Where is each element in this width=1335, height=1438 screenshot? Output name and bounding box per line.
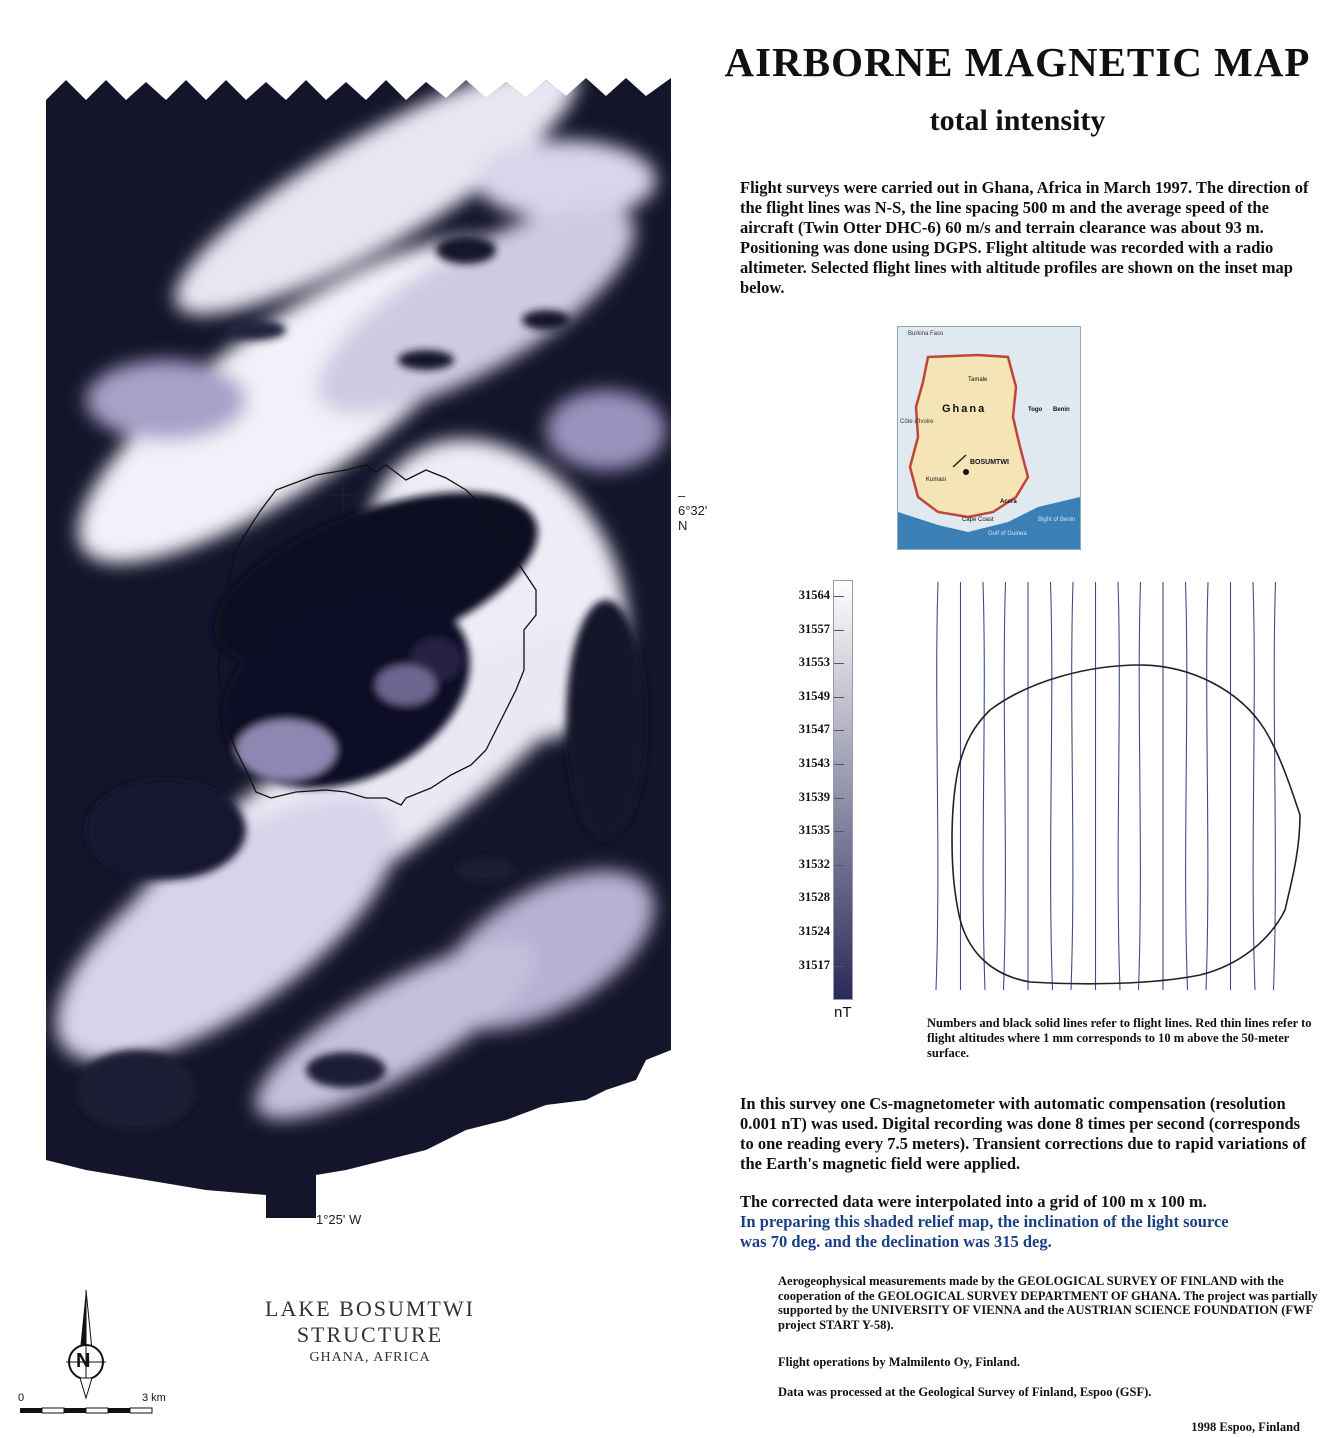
flight-lines-map [935, 581, 1301, 991]
scale-tick [834, 596, 844, 597]
scale-value-label: 31532 [798, 856, 830, 871]
scale-value-label: 31517 [798, 957, 830, 972]
flight-line [1070, 581, 1074, 991]
scale-end: 3 km [142, 1392, 166, 1404]
inset-place-capecoast: Cape Coast [962, 517, 994, 523]
grid-line-2: In preparing this shaded relief map, the… [740, 1212, 1229, 1231]
crater-outline [217, 464, 537, 806]
color-scale-bar [833, 580, 853, 1000]
scale-tick [834, 831, 844, 833]
ghana-inset-map: Ghana BOSUMTWI Burkina Faso Côte d'Ivoir… [897, 326, 1081, 550]
flight-line [982, 581, 986, 991]
center-crosshair [328, 480, 358, 510]
flight-lines-caption: Numbers and black solid lines refer to f… [927, 1016, 1312, 1060]
scale-value-label: 31539 [798, 789, 830, 804]
magnetic-map-panel: –6°32' N 1°25' W [46, 70, 707, 1227]
scale-tick [834, 864, 844, 866]
flight-line [1184, 581, 1189, 991]
scale-value-label: 31547 [798, 722, 830, 737]
north-label: N [76, 1350, 91, 1372]
inset-place-benin: Benin [1053, 407, 1070, 413]
inset-place-gulf: Gulf of Guinea [988, 531, 1027, 537]
shaded-relief-map [46, 78, 671, 1218]
north-arrow-icon: N [58, 1289, 118, 1405]
flight-operations: Flight operations by Malmilento Oy, Finl… [778, 1355, 1021, 1369]
scale-value-label: 31557 [798, 621, 830, 636]
flight-line [1205, 581, 1209, 991]
inset-place-coast: Côte d'Ivoire [900, 419, 934, 425]
scale-tick [834, 965, 844, 967]
scale-value-label: 31528 [798, 890, 830, 905]
structure-subtitle: GHANA, AFRICA [309, 1350, 431, 1365]
flight-line [1117, 581, 1121, 991]
scale-tick [834, 764, 844, 765]
scale-tick [834, 797, 844, 799]
flight-line [1252, 581, 1256, 991]
page-subtitle: total intensity [929, 104, 1106, 137]
page-title: AIRBORNE MAGNETIC MAP [724, 39, 1311, 85]
scale-value-label: 31564 [798, 588, 830, 602]
structure-title: LAKE BOSUMTWI STRUCTURE [265, 1296, 475, 1347]
scale-value-label: 31549 [798, 688, 830, 703]
scale-tick [834, 696, 844, 698]
inset-place-tamale: Tamale [968, 377, 988, 383]
survey-paragraph: In this survey one Cs-magnetometer with … [740, 1094, 1307, 1173]
flight-line [1002, 581, 1007, 991]
grid-paragraph: The corrected data were interpolated int… [740, 1192, 1310, 1252]
distance-scale: 0 3 km [18, 1392, 178, 1423]
flight-line [1049, 581, 1054, 991]
flight-line [1137, 581, 1142, 991]
scale-tick [834, 898, 844, 900]
flight-line [935, 581, 939, 991]
scale-tick [834, 629, 844, 631]
scale-value-label: 31535 [798, 823, 830, 838]
grid-line-3: was 70 deg. and the declination was 315 … [740, 1232, 1052, 1251]
scale-start: 0 [18, 1392, 25, 1404]
scale-value-label: 31543 [798, 756, 830, 770]
scale-tick [834, 663, 844, 665]
color-scale-unit: nT [834, 1004, 852, 1021]
flight-line [1272, 581, 1277, 991]
credits-text: Aerogeophysical measurements made by the… [778, 1274, 1318, 1332]
scale-tick [834, 730, 844, 732]
crater-outline-flightmap [951, 664, 1301, 985]
inset-place-accra: Accra [1000, 499, 1017, 505]
longitude-label: 1°25' W [316, 1212, 362, 1227]
scale-value-label: 31553 [798, 655, 830, 670]
scale-value-label: 31524 [798, 924, 830, 938]
place-date: 1998 Espoo, Finland [1191, 1420, 1300, 1434]
grid-line-1: The corrected data were interpolated int… [740, 1192, 1207, 1211]
latitude-label: –6°32' N [678, 488, 708, 533]
intro-paragraph: Flight surveys were carried out in Ghana… [740, 178, 1309, 297]
inset-place-burkina: Burkina Faso [908, 331, 944, 337]
inset-place-bight: Bight of Benin [1038, 517, 1076, 523]
scale-tick [834, 932, 844, 933]
inset-place-kumasi: Kumasi [926, 477, 947, 483]
inset-place-togo: Togo [1028, 407, 1043, 413]
processing-credit: Data was processed at the Geological Sur… [778, 1385, 1152, 1399]
inset-country-label: Ghana [942, 403, 987, 415]
inset-site-label: BOSUMTWI [970, 459, 1009, 466]
